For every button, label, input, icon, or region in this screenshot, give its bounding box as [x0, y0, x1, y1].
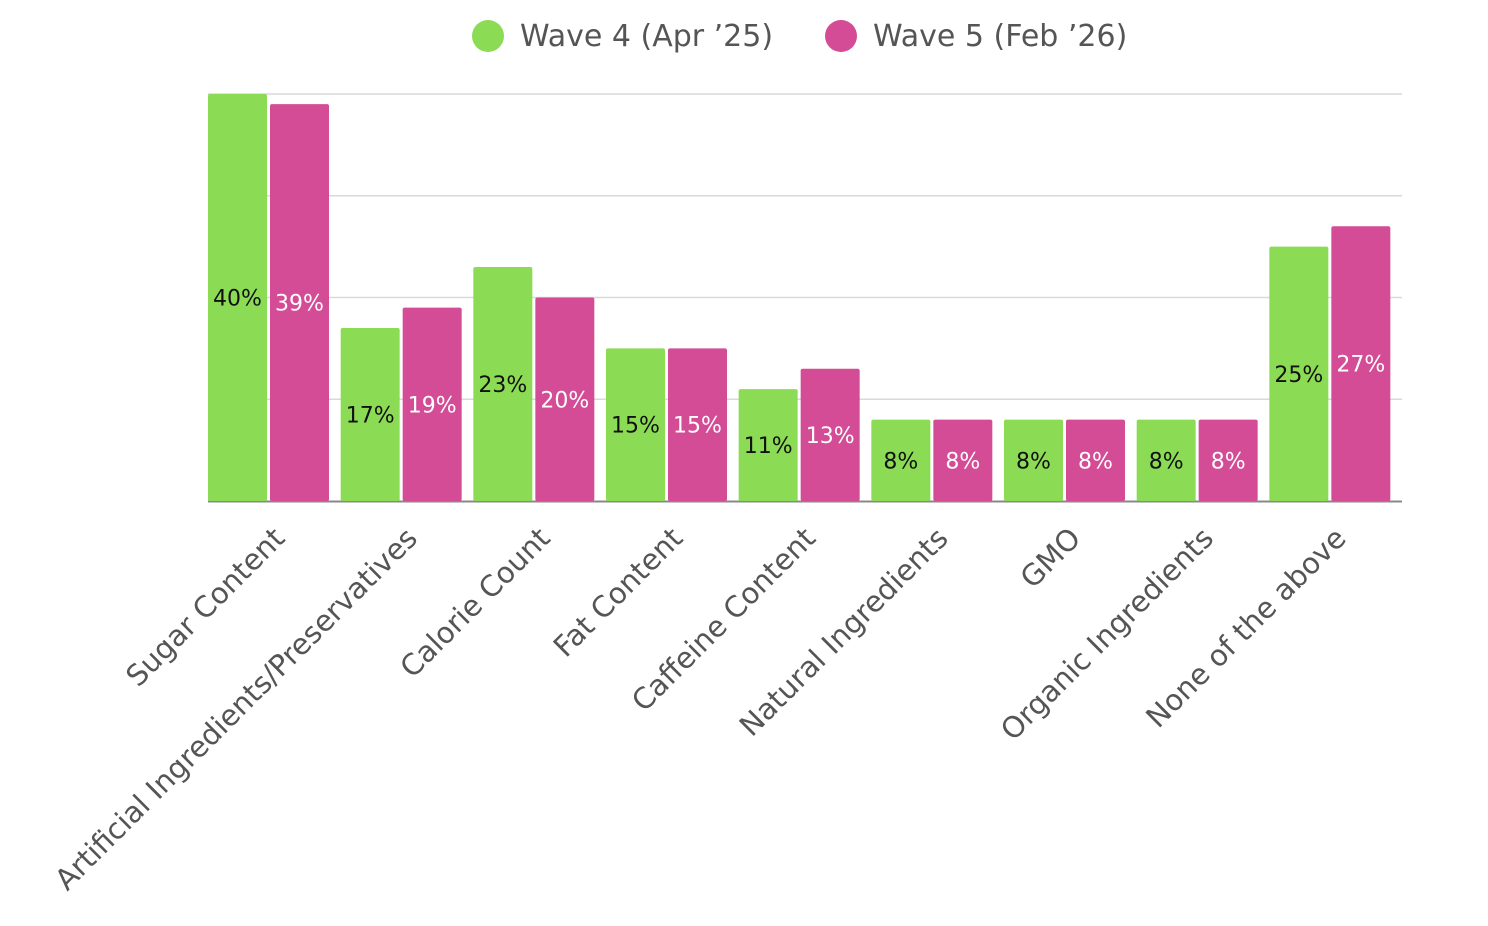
data-label: 8%	[945, 449, 980, 474]
bar-wave5	[933, 419, 993, 501]
bar-wave5	[270, 104, 329, 502]
bar-wave4	[1136, 419, 1196, 501]
data-label: 8%	[1149, 449, 1184, 474]
bar-wave4	[473, 266, 533, 501]
data-label: 25%	[1274, 363, 1323, 388]
data-label: 39%	[275, 292, 324, 317]
legend: Wave 4 (Apr ’25) Wave 5 (Feb ’26)	[472, 19, 1127, 54]
x-tick-label: GMO	[1014, 521, 1088, 595]
gridlines	[208, 93, 1402, 503]
bar-wave5	[1198, 419, 1258, 501]
data-label: 23%	[478, 373, 527, 398]
data-label: 13%	[806, 424, 855, 449]
data-label: 40%	[213, 287, 262, 312]
data-label: 15%	[611, 414, 660, 439]
bar-wave5	[1066, 419, 1125, 501]
data-label: 8%	[883, 449, 918, 474]
bar-wave5	[800, 368, 860, 501]
bar-wave5	[668, 348, 727, 501]
value-labels: 40% 39% 17% 19% 23% 20% 15% 15% 11% 13% 8% 8% 8% 8% 8%…	[213, 287, 1385, 475]
bar-wave4	[871, 419, 931, 501]
legend-swatch	[825, 20, 857, 52]
bar-wave4	[208, 94, 267, 501]
x-tick-label: Organic Ingredients	[994, 521, 1220, 747]
data-label: 17%	[346, 404, 395, 429]
data-label: 19%	[408, 393, 457, 418]
legend-swatch	[472, 20, 504, 52]
bar-wave5	[1331, 226, 1391, 501]
data-label: 8%	[1016, 449, 1051, 474]
bar-wave4	[1269, 246, 1329, 501]
bars	[208, 94, 1391, 502]
bar-wave4	[1004, 419, 1063, 501]
bar-wave4	[606, 348, 665, 501]
data-label: 11%	[744, 434, 793, 459]
data-label: 8%	[1078, 449, 1113, 474]
data-label: 15%	[673, 414, 722, 439]
legend-label: Wave 4 (Apr ’25)	[520, 19, 773, 54]
data-label: 8%	[1211, 449, 1246, 474]
legend-label: Wave 5 (Feb ’26)	[873, 19, 1127, 54]
data-label: 27%	[1336, 353, 1385, 378]
data-label: 20%	[540, 388, 589, 413]
x-tick-label: Fat Content	[547, 521, 690, 664]
bar-wave5	[402, 307, 462, 501]
bar-wave4	[340, 328, 400, 501]
bar-wave5	[535, 297, 595, 501]
bar-wave4	[738, 389, 798, 501]
